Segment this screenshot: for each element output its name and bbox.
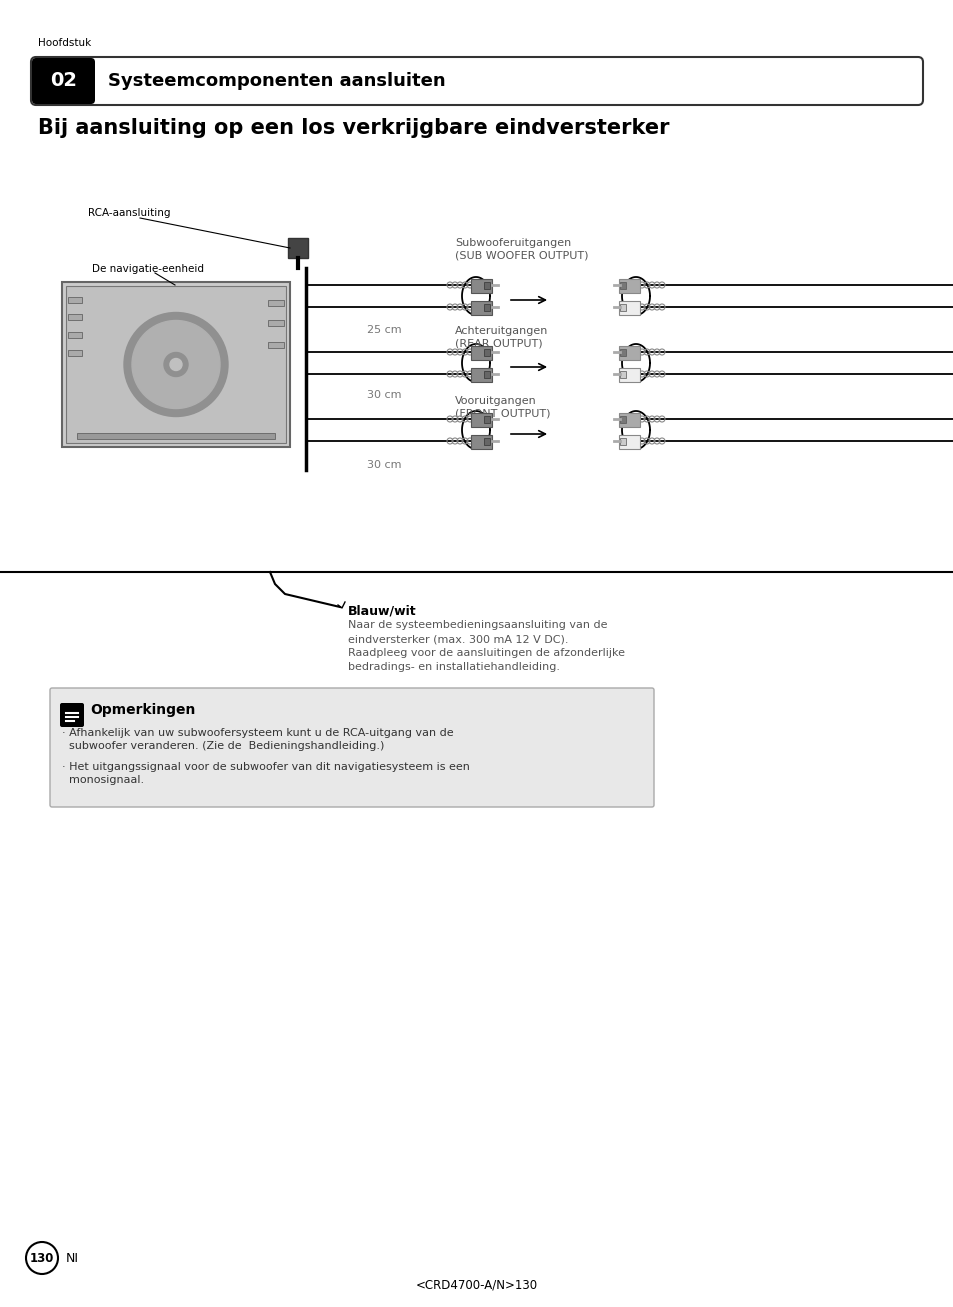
FancyBboxPatch shape xyxy=(483,282,490,289)
FancyBboxPatch shape xyxy=(268,320,284,325)
FancyBboxPatch shape xyxy=(77,433,274,439)
FancyBboxPatch shape xyxy=(62,282,290,447)
FancyBboxPatch shape xyxy=(619,416,625,423)
Text: Systeemcomponenten aansluiten: Systeemcomponenten aansluiten xyxy=(108,72,445,90)
FancyBboxPatch shape xyxy=(471,367,492,382)
FancyBboxPatch shape xyxy=(68,314,82,320)
Text: 02: 02 xyxy=(51,72,77,90)
FancyBboxPatch shape xyxy=(68,332,82,339)
Text: NI: NI xyxy=(66,1252,79,1264)
FancyBboxPatch shape xyxy=(32,58,95,105)
FancyBboxPatch shape xyxy=(619,371,625,378)
FancyBboxPatch shape xyxy=(68,350,82,356)
FancyBboxPatch shape xyxy=(268,301,284,306)
FancyBboxPatch shape xyxy=(471,278,492,293)
FancyBboxPatch shape xyxy=(30,58,923,105)
FancyBboxPatch shape xyxy=(50,687,654,806)
FancyBboxPatch shape xyxy=(619,305,625,311)
FancyBboxPatch shape xyxy=(483,416,490,423)
FancyBboxPatch shape xyxy=(483,438,490,444)
FancyBboxPatch shape xyxy=(619,282,625,289)
Circle shape xyxy=(26,1242,58,1274)
Text: De navigatie-eenheid: De navigatie-eenheid xyxy=(91,264,204,274)
FancyBboxPatch shape xyxy=(471,434,492,448)
Text: Opmerkingen: Opmerkingen xyxy=(90,703,195,718)
Text: · Het uitgangssignaal voor de subwoofer van dit navigatiesysteem is een
  monosi: · Het uitgangssignaal voor de subwoofer … xyxy=(62,762,470,786)
FancyBboxPatch shape xyxy=(618,345,639,359)
Text: Subwooferuitgangen
(SUB WOOFER OUTPUT): Subwooferuitgangen (SUB WOOFER OUTPUT) xyxy=(455,238,588,260)
Text: <CRD4700-A/N>130: <CRD4700-A/N>130 xyxy=(416,1278,537,1291)
FancyBboxPatch shape xyxy=(483,371,490,378)
FancyBboxPatch shape xyxy=(618,367,639,382)
FancyBboxPatch shape xyxy=(483,349,490,356)
FancyBboxPatch shape xyxy=(618,413,639,426)
Text: 30 cm: 30 cm xyxy=(367,389,401,400)
FancyBboxPatch shape xyxy=(618,301,639,315)
Text: Vooruitgangen
(FRONT OUTPUT): Vooruitgangen (FRONT OUTPUT) xyxy=(455,396,550,418)
Circle shape xyxy=(132,320,220,409)
FancyBboxPatch shape xyxy=(618,434,639,448)
FancyBboxPatch shape xyxy=(619,438,625,444)
FancyBboxPatch shape xyxy=(471,345,492,359)
FancyBboxPatch shape xyxy=(471,301,492,315)
Text: Bij aansluiting op een los verkrijgbare eindversterker: Bij aansluiting op een los verkrijgbare … xyxy=(38,118,669,139)
FancyBboxPatch shape xyxy=(471,413,492,426)
FancyBboxPatch shape xyxy=(60,703,84,727)
FancyBboxPatch shape xyxy=(68,297,82,303)
FancyBboxPatch shape xyxy=(619,349,625,356)
Text: 130: 130 xyxy=(30,1252,54,1264)
FancyBboxPatch shape xyxy=(268,342,284,348)
Circle shape xyxy=(124,312,228,417)
Text: · Afhankelijk van uw subwoofersysteem kunt u de RCA-uitgang van de
  subwoofer v: · Afhankelijk van uw subwoofersysteem ku… xyxy=(62,728,453,752)
Text: Blauw/wit: Blauw/wit xyxy=(348,605,416,618)
Text: Naar de systeembedieningsaansluiting van de
eindversterker (max. 300 mA 12 V DC): Naar de systeembedieningsaansluiting van… xyxy=(348,620,624,672)
Text: 25 cm: 25 cm xyxy=(367,325,401,335)
FancyBboxPatch shape xyxy=(288,238,308,257)
FancyBboxPatch shape xyxy=(66,286,286,443)
FancyBboxPatch shape xyxy=(483,305,490,311)
Circle shape xyxy=(170,358,182,370)
FancyBboxPatch shape xyxy=(618,278,639,293)
Text: Achteruitgangen
(REAR OUTPUT): Achteruitgangen (REAR OUTPUT) xyxy=(455,325,548,349)
Circle shape xyxy=(164,353,188,376)
Text: Hoofdstuk: Hoofdstuk xyxy=(38,38,91,48)
Text: 30 cm: 30 cm xyxy=(367,460,401,471)
Text: RCA-aansluiting: RCA-aansluiting xyxy=(88,208,171,218)
